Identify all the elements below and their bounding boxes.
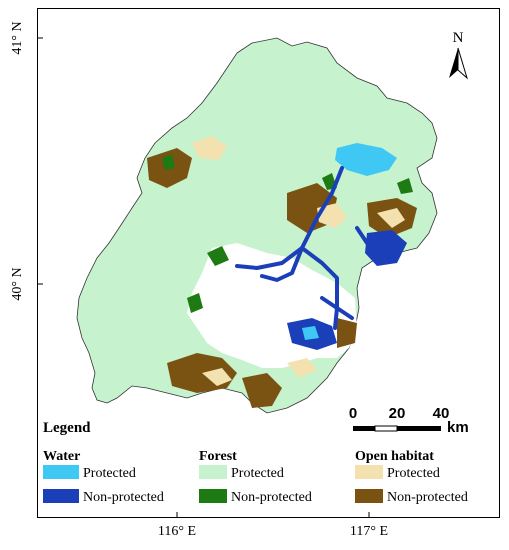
legend-swatch-water-nonprotected (43, 489, 79, 503)
scale-tick-40: 40 (433, 405, 450, 422)
legend-group-forest: Forest (199, 449, 237, 464)
scale-tick-0: 0 (349, 405, 357, 422)
legend-group-open-habitat: Open habitat (355, 449, 434, 464)
lat-label-41: 41° N (10, 21, 25, 55)
lon-label-116: 116° E (157, 524, 197, 539)
legend-swatch-water-protected (43, 465, 79, 479)
scale-tick-20: 20 (389, 405, 406, 422)
lat-label-40: 40° N (10, 267, 25, 301)
legend: Legend Water Protected Non-protected For… (43, 420, 468, 505)
water-protected-reservoir (335, 143, 397, 176)
legend-label-water-protected: Protected (83, 466, 136, 481)
north-label: N (453, 30, 464, 46)
forest-nonprotected-patches (162, 154, 413, 313)
lon-label-117: 117° E (349, 524, 389, 539)
legend-title: Legend (43, 420, 91, 436)
legend-group-water: Water (43, 449, 80, 464)
water-protected-patches (302, 326, 319, 340)
legend-swatch-open-nonprotected (355, 489, 383, 503)
legend-label-open-protected: Protected (387, 466, 440, 481)
legend-swatch-open-protected (355, 465, 383, 479)
legend-swatch-forest-protected (199, 465, 227, 479)
legend-label-forest-nonprotected: Non-protected (231, 490, 312, 505)
legend-label-forest-protected: Protected (231, 466, 284, 481)
legend-swatch-forest-nonprotected (199, 489, 227, 503)
legend-label-open-nonprotected: Non-protected (387, 490, 468, 505)
legend-label-water-nonprotected: Non-protected (83, 490, 164, 505)
frame-ticks (37, 37, 370, 518)
north-arrow: N (449, 30, 468, 80)
map-frame: N 0 20 40 km Legend Water Protected Non-… (37, 8, 500, 518)
scale-unit: km (447, 419, 469, 436)
scale-bar: 0 20 40 km (349, 405, 469, 436)
